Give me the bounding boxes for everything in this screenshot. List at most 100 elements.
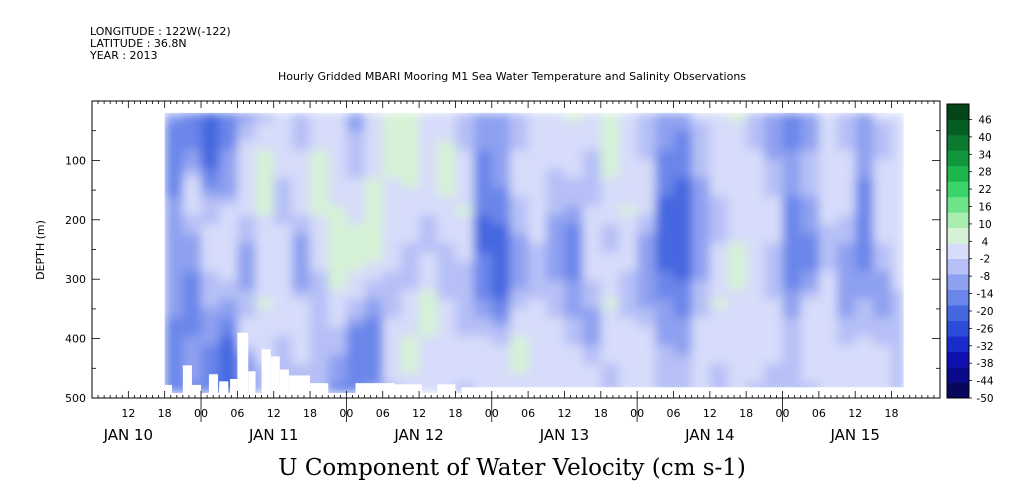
heatmap-cell (818, 252, 838, 263)
heatmap-cell (582, 345, 602, 356)
heatmap-cell (382, 326, 402, 338)
heatmap-cell (673, 131, 693, 142)
heatmap-cell (219, 159, 239, 170)
heatmap-cell (618, 112, 638, 123)
heatmap-cell (364, 345, 384, 356)
heatmap-cell (564, 326, 584, 338)
heatmap-cell (546, 178, 566, 189)
heatmap-cell (655, 224, 675, 235)
heatmap-cell (837, 187, 856, 198)
heatmap-cell (400, 252, 420, 263)
x-hour-label: 06 (230, 407, 244, 420)
heatmap-cell (818, 140, 838, 151)
missing-data-bottom (248, 371, 256, 398)
heatmap-cell (709, 261, 729, 272)
heatmap-cell (746, 112, 766, 123)
heatmap-cell (691, 252, 711, 263)
heatmap-cell (637, 345, 657, 356)
heatmap-cell (655, 187, 675, 198)
heatmap-cell (491, 252, 511, 263)
heatmap-cell (655, 317, 675, 328)
heatmap-cell (873, 215, 893, 226)
heatmap-cell (855, 122, 875, 133)
heatmap-cell (891, 252, 905, 263)
heatmap-cell (637, 131, 657, 142)
heatmap-cell (655, 122, 675, 133)
heatmap-cell (673, 317, 693, 328)
heatmap-cell (328, 224, 348, 235)
heatmap-cell (618, 233, 638, 244)
heatmap-cell (637, 364, 657, 375)
heatmap-cell (164, 308, 184, 319)
heatmap-cell (473, 261, 493, 272)
colorbar-band (947, 119, 969, 136)
heatmap-cell (509, 252, 529, 263)
missing-data-bottom (279, 369, 289, 398)
heatmap-cell (328, 336, 348, 347)
heatmap-cell (509, 224, 529, 235)
heatmap-cell (455, 261, 475, 272)
heatmap-cell (291, 196, 311, 207)
heatmap-cell (255, 233, 275, 244)
heatmap-cell (855, 336, 875, 347)
heatmap-cell (382, 336, 402, 347)
heatmap-cell (237, 326, 257, 338)
heatmap-cell (800, 336, 820, 347)
heatmap-cell (419, 122, 439, 133)
heatmap-cell (219, 364, 239, 375)
heatmap-cell (364, 243, 384, 254)
heatmap-cell (873, 308, 893, 319)
heatmap-cell (873, 196, 893, 207)
heatmap-cell (346, 280, 366, 291)
heatmap-cell (728, 196, 747, 207)
heatmap-cell (528, 252, 548, 263)
heatmap-cell (709, 233, 729, 244)
heatmap-cell (891, 271, 905, 282)
heatmap-cell (764, 112, 784, 123)
heatmap-cell (437, 224, 457, 235)
heatmap-cell (637, 233, 657, 244)
heatmap-cell (728, 187, 747, 198)
heatmap-cell (509, 326, 529, 338)
heatmap-cell (618, 271, 638, 282)
heatmap-cell (855, 131, 875, 142)
heatmap-cell (491, 336, 511, 347)
heatmap-cell (237, 289, 257, 300)
heatmap-cell (818, 168, 838, 179)
heatmap-cell (201, 131, 220, 142)
heatmap-cell (873, 326, 893, 338)
heatmap-cell (618, 345, 638, 356)
heatmap-cell (201, 178, 220, 189)
heatmap-cell (673, 336, 693, 347)
y-tick-label: 400 (65, 333, 86, 346)
heatmap-cell (437, 364, 457, 375)
heatmap-cell (473, 299, 493, 310)
heatmap-cell (637, 326, 657, 338)
heatmap-cell (455, 354, 475, 365)
y-axis-title: DEPTH (m) (34, 220, 47, 280)
heatmap-cell (818, 150, 838, 161)
heatmap-cell (764, 233, 784, 244)
heatmap-cell (201, 308, 220, 319)
heatmap-cell (600, 140, 620, 151)
heatmap-cell (837, 112, 856, 123)
heatmap-cell (746, 150, 766, 161)
heatmap-cell (782, 336, 802, 347)
heatmap-cell (455, 308, 475, 319)
heatmap-cell (182, 178, 202, 189)
heatmap-cell (382, 159, 402, 170)
heatmap-cell (746, 280, 766, 291)
heatmap-cell (437, 168, 457, 179)
heatmap-cell (291, 131, 311, 142)
heatmap-cell (618, 131, 638, 142)
heatmap-cell (709, 299, 729, 310)
heatmap-cell (455, 289, 475, 300)
heatmap-cell (655, 140, 675, 151)
heatmap-cell (509, 215, 529, 226)
heatmap-cell (273, 159, 293, 170)
heatmap-cell (637, 299, 657, 310)
heatmap-cell (473, 289, 493, 300)
heatmap-cell (673, 112, 693, 123)
heatmap-cell (746, 233, 766, 244)
heatmap-cell (582, 196, 602, 207)
